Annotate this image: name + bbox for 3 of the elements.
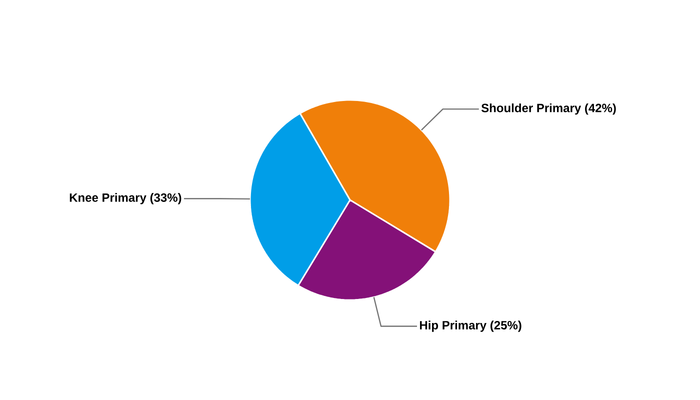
slice-label: Hip Primary (25%) [420, 320, 522, 332]
slice-label: Shoulder Primary (42%) [481, 103, 616, 115]
slice-label: Knee Primary (33%) [70, 193, 182, 204]
